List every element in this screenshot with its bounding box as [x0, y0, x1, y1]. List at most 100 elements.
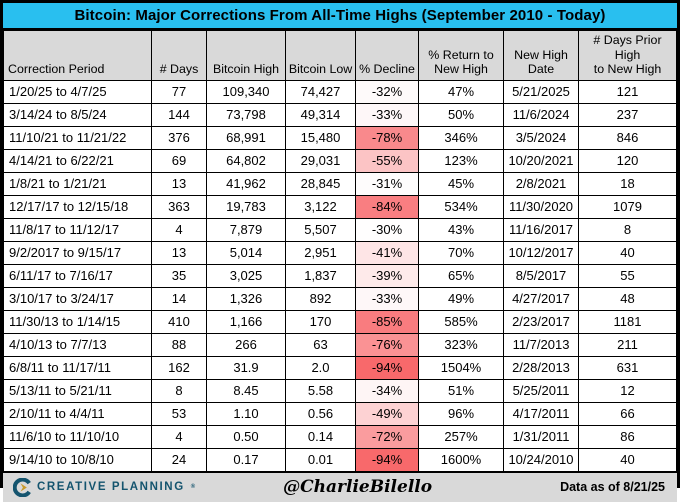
cell-high: 266: [206, 332, 286, 357]
cell-low: 3,122: [285, 194, 356, 219]
cell-period: 1/8/21 to 1/21/21: [3, 171, 152, 196]
cell-period: 11/10/21 to 11/21/22: [3, 125, 152, 150]
cell-decline: -32%: [355, 79, 419, 104]
table-row: 3/10/17 to 3/24/17 14 1,326 892 -33% 49% 4/27/…: [3, 286, 677, 311]
cell-days-prior-high-to-new-high: 631: [578, 355, 677, 380]
cell-decline: -94%: [355, 355, 419, 380]
table-row: 9/14/10 to 10/8/10 24 0.17 0.01 -94% 1600% 10/…: [3, 447, 677, 472]
cell-low: 49,314: [285, 102, 356, 127]
cell-return-to-new-high: 257%: [418, 424, 504, 449]
cell-days-prior-high-to-new-high: 121: [578, 79, 677, 104]
cell-return-to-new-high: 49%: [418, 286, 504, 311]
cell-days: 162: [151, 355, 207, 380]
cell-high: 73,798: [206, 102, 286, 127]
author-handle: @CharlieBilello: [283, 477, 433, 498]
cell-days: 69: [151, 148, 207, 173]
table-row: 5/13/11 to 5/21/11 8 8.45 5.58 -34% 51% 5/25/2…: [3, 378, 677, 403]
cell-return-to-new-high: 50%: [418, 102, 504, 127]
cell-period: 9/14/10 to 10/8/10: [3, 447, 152, 472]
cell-new-high-date: 11/7/2013: [503, 332, 579, 357]
column-header: New High Date: [503, 30, 579, 81]
cell-period: 4/10/13 to 7/7/13: [3, 332, 152, 357]
cell-period: 11/8/17 to 11/12/17: [3, 217, 152, 242]
cell-days-prior-high-to-new-high: 12: [578, 378, 677, 403]
table-header: Correction Period # Days Bitcoin High Bitco…: [3, 30, 677, 81]
cell-days: 363: [151, 194, 207, 219]
table-row: 1/20/25 to 4/7/25 77 109,340 74,427 -32% 47% 5…: [3, 79, 677, 104]
cell-high: 5,014: [206, 240, 286, 265]
cell-period: 3/10/17 to 3/24/17: [3, 286, 152, 311]
cell-days-prior-high-to-new-high: 120: [578, 148, 677, 173]
brand-trademark: ®: [190, 484, 196, 491]
data-as-of-label: Data as of 8/21/25: [560, 480, 665, 495]
cell-high: 0.17: [206, 447, 286, 472]
cell-period: 9/2/2017 to 9/15/17: [3, 240, 152, 265]
cell-days: 77: [151, 79, 207, 104]
cell-decline: -33%: [355, 102, 419, 127]
cell-days: 13: [151, 240, 207, 265]
creative-planning-c-icon: [13, 477, 31, 497]
cell-return-to-new-high: 1504%: [418, 355, 504, 380]
cell-decline: -85%: [355, 309, 419, 334]
cell-return-to-new-high: 96%: [418, 401, 504, 426]
cell-days-prior-high-to-new-high: 66: [578, 401, 677, 426]
table-row: 11/10/21 to 11/21/22 376 68,991 15,480 -78% 3…: [3, 125, 677, 150]
cell-low: 0.01: [285, 447, 356, 472]
cell-period: 6/11/17 to 7/16/17: [3, 263, 152, 288]
cell-period: 6/8/11 to 11/17/11: [3, 355, 152, 380]
cell-days-prior-high-to-new-high: 40: [578, 240, 677, 265]
table-row: 11/6/10 to 11/10/10 4 0.50 0.14 -72% 257% 1/31…: [3, 424, 677, 449]
table-body: 1/20/25 to 4/7/25 77 109,340 74,427 -32% 47% 5…: [3, 79, 677, 472]
cell-days: 4: [151, 217, 207, 242]
cell-low: 2.0: [285, 355, 356, 380]
cell-days-prior-high-to-new-high: 237: [578, 102, 677, 127]
table-row: 12/17/17 to 12/15/18 363 19,783 3,122 -84% 53…: [3, 194, 677, 219]
footer-bar: CREATIVE PLANNING ® @CharlieBilello Data …: [3, 471, 677, 502]
cell-new-high-date: 10/20/2021: [503, 148, 579, 173]
cell-new-high-date: 10/12/2017: [503, 240, 579, 265]
cell-decline: -76%: [355, 332, 419, 357]
cell-high: 64,802: [206, 148, 286, 173]
column-header: Correction Period: [3, 30, 152, 81]
cell-days-prior-high-to-new-high: 18: [578, 171, 677, 196]
cell-high: 0.50: [206, 424, 286, 449]
cell-decline: -33%: [355, 286, 419, 311]
cell-high: 68,991: [206, 125, 286, 150]
cell-return-to-new-high: 1600%: [418, 447, 504, 472]
cell-return-to-new-high: 45%: [418, 171, 504, 196]
cell-low: 15,480: [285, 125, 356, 150]
cell-high: 41,962: [206, 171, 286, 196]
cell-days: 53: [151, 401, 207, 426]
cell-return-to-new-high: 585%: [418, 309, 504, 334]
cell-days: 13: [151, 171, 207, 196]
cell-new-high-date: 1/31/2011: [503, 424, 579, 449]
table-row: 2/10/11 to 4/4/11 53 1.10 0.56 -49% 96% 4/17/2…: [3, 401, 677, 426]
cell-days: 24: [151, 447, 207, 472]
cell-new-high-date: 5/21/2025: [503, 79, 579, 104]
cell-return-to-new-high: 65%: [418, 263, 504, 288]
cell-days-prior-high-to-new-high: 8: [578, 217, 677, 242]
cell-low: 28,845: [285, 171, 356, 196]
cell-days: 35: [151, 263, 207, 288]
cell-low: 63: [285, 332, 356, 357]
column-header: % Return to New High: [418, 30, 504, 81]
cell-high: 8.45: [206, 378, 286, 403]
cell-high: 3,025: [206, 263, 286, 288]
cell-new-high-date: 10/24/2010: [503, 447, 579, 472]
cell-period: 12/17/17 to 12/15/18: [3, 194, 152, 219]
table-row: 11/30/13 to 1/14/15 410 1,166 170 -85% 585% 2/…: [3, 309, 677, 334]
cell-period: 11/30/13 to 1/14/15: [3, 309, 152, 334]
cell-new-high-date: 2/28/2013: [503, 355, 579, 380]
table-row: 6/8/11 to 11/17/11 162 31.9 2.0 -94% 1504% 2/2…: [3, 355, 677, 380]
header-row: Correction Period # Days Bitcoin High Bitco…: [3, 30, 677, 81]
cell-days-prior-high-to-new-high: 55: [578, 263, 677, 288]
cell-low: 892: [285, 286, 356, 311]
cell-low: 2,951: [285, 240, 356, 265]
cell-high: 109,340: [206, 79, 286, 104]
cell-return-to-new-high: 43%: [418, 217, 504, 242]
cell-days-prior-high-to-new-high: 86: [578, 424, 677, 449]
cell-decline: -84%: [355, 194, 419, 219]
cell-low: 1,837: [285, 263, 356, 288]
brand-name: CREATIVE PLANNING: [37, 481, 185, 494]
cell-low: 0.56: [285, 401, 356, 426]
